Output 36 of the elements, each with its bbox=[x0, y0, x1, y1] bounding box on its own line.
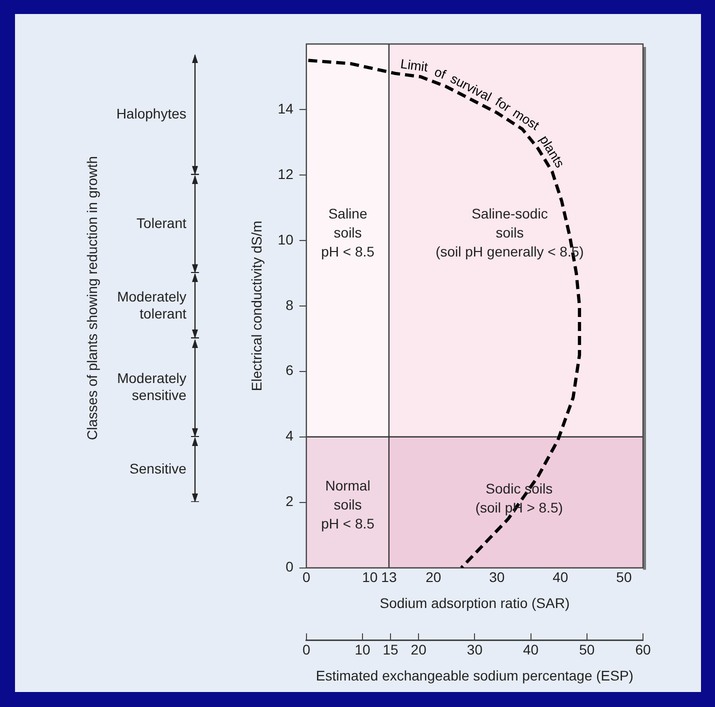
x-tick-label: 0 bbox=[302, 569, 310, 586]
y-tick-label: 2 bbox=[286, 493, 294, 510]
text: Moderately sensitive bbox=[117, 370, 187, 404]
x-tick-label: 13 bbox=[381, 569, 397, 586]
x-axis-title: Sodium adsorption ratio (SAR) bbox=[380, 594, 570, 611]
x2-tick-label: 50 bbox=[579, 642, 595, 658]
text: Classes of plants showing reduction in growth bbox=[84, 156, 100, 440]
annotation: Normal soils pH < 8.5 bbox=[321, 477, 375, 532]
y-tick-label: 6 bbox=[286, 362, 294, 378]
x2-tick-label: 0 bbox=[302, 642, 310, 658]
x-tick-label: 30 bbox=[489, 569, 505, 586]
x-tick-label: 50 bbox=[616, 569, 632, 586]
x-tick-label: 20 bbox=[426, 569, 442, 586]
y-tick-label: 12 bbox=[278, 166, 294, 182]
x2-tick-label: 15 bbox=[382, 642, 399, 658]
x2-tick-label: 60 bbox=[635, 642, 651, 658]
annotation: Saline-sodic soils (soil pH generally < 8.5) bbox=[436, 206, 584, 260]
x-tick-label: 10 bbox=[362, 569, 378, 586]
text: Tolerant bbox=[136, 214, 186, 231]
x2-axis-title: Estimated exchangeable sodium percentage (ESP) bbox=[316, 667, 634, 684]
x-tick-label: 40 bbox=[552, 569, 568, 586]
x2-tick-label: 40 bbox=[523, 642, 539, 658]
x2-tick-label: 20 bbox=[410, 642, 427, 658]
y-tick-label: 10 bbox=[278, 231, 294, 248]
x2-tick-label: 10 bbox=[354, 642, 370, 658]
y-tick-label: 4 bbox=[286, 428, 294, 444]
x2-tick-label: 30 bbox=[466, 642, 483, 658]
y-tick-label: 14 bbox=[278, 100, 294, 116]
text: Halophytes bbox=[116, 105, 186, 122]
text: Moderately tolerant bbox=[117, 288, 186, 322]
y-tick-label: 8 bbox=[286, 296, 294, 313]
line-series bbox=[306, 58, 582, 568]
y-tick-label: 0 bbox=[286, 558, 294, 575]
y-axis-title: Electrical conductivity dS/m bbox=[248, 220, 264, 392]
text: Sensitive bbox=[130, 460, 187, 476]
annotation: Saline soils pH < 8.5 bbox=[321, 206, 375, 260]
